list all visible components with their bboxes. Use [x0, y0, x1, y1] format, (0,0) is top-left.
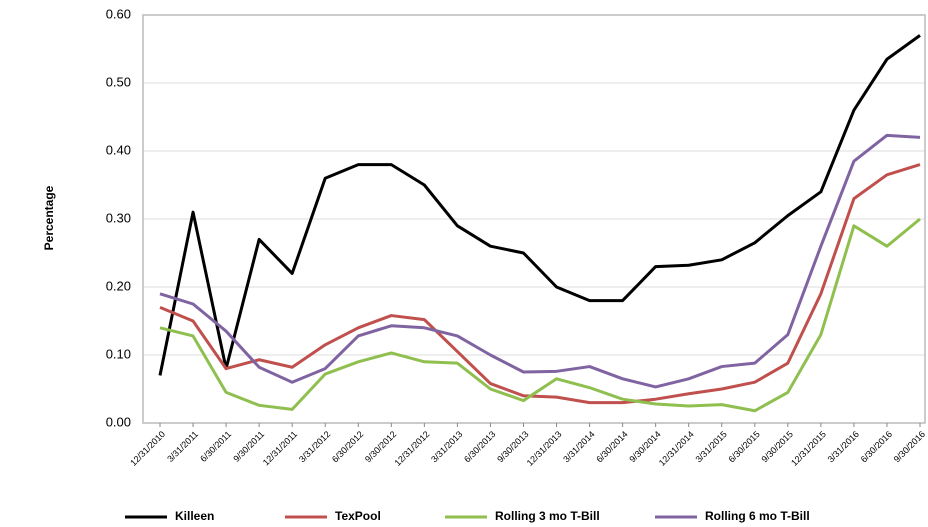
legend-label: Rolling 3 mo T-Bill	[495, 509, 600, 523]
x-tick-label: 6/30/2014	[594, 429, 629, 464]
series-line	[159, 133, 921, 389]
y-tick-label: 0.60	[106, 6, 131, 21]
y-tick-label: 0.20	[106, 278, 131, 293]
x-tick-label: 12/31/2010	[128, 429, 167, 468]
y-tick-label: 0.10	[106, 346, 131, 361]
series-line	[158, 34, 921, 376]
x-tick-label: 6/30/2011	[198, 429, 233, 464]
x-tick-label: 6/30/2012	[330, 429, 365, 464]
x-tick-label: 6/30/2013	[462, 429, 497, 464]
y-tick-label: 0.00	[106, 414, 131, 429]
x-tick-label: 9/30/2011	[231, 429, 266, 464]
x-tick-label: 12/31/2015	[789, 429, 828, 468]
plot-frame	[142, 14, 926, 424]
y-tick-label: 0.40	[106, 142, 131, 157]
x-tick-label: 12/31/2011	[261, 429, 299, 467]
y-tick-label: 0.30	[106, 210, 131, 225]
x-tick-label: 12/31/2012	[393, 429, 432, 468]
series-line	[159, 217, 921, 413]
series-line	[159, 163, 921, 405]
legend-label: Killeen	[175, 509, 214, 523]
legend-label: TexPool	[335, 509, 381, 523]
x-tick-label: 9/30/2016	[892, 429, 927, 464]
x-tick-label: 3/31/2015	[693, 429, 728, 464]
x-tick-label: 3/31/2016	[826, 429, 861, 464]
x-tick-label: 12/31/2013	[525, 429, 564, 468]
x-tick-label: 3/31/2013	[429, 429, 464, 464]
legend-label: Rolling 6 mo T-Bill	[705, 509, 810, 523]
x-tick-label: 3/31/2014	[561, 429, 596, 464]
x-tick-label: 6/30/2016	[859, 429, 894, 464]
y-axis-label: Percentage	[42, 185, 56, 250]
x-tick-label: 3/31/2012	[297, 429, 332, 464]
x-tick-label: 6/30/2015	[726, 429, 761, 464]
x-tick-label: 3/31/2011	[165, 429, 200, 464]
x-tick-label: 12/31/2014	[657, 429, 696, 468]
y-tick-label: 0.50	[106, 74, 131, 89]
